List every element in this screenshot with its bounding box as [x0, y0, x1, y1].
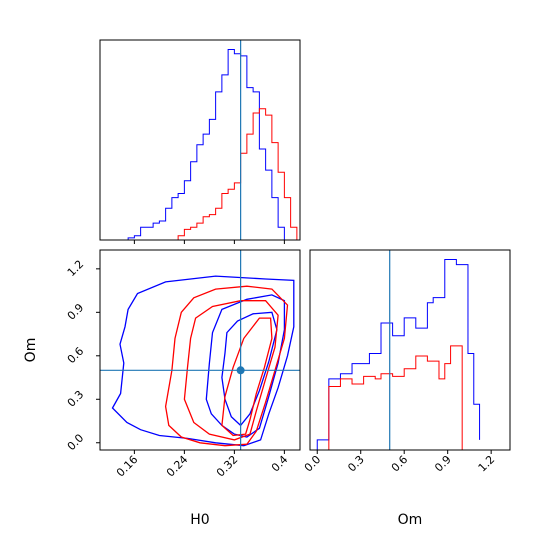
joint-y-tick-label: 1.2: [65, 258, 87, 280]
y-axis-label-om: Om: [23, 338, 39, 363]
om-x-tick-label: 0.3: [345, 453, 367, 475]
h0-hist-series-0: [115, 49, 297, 241]
joint-x-tick-label: 0.32: [214, 453, 241, 480]
joint-x-tick-label: 0.4: [269, 453, 291, 475]
om-x-tick-label: 0.9: [432, 453, 454, 475]
joint-y-tick-label: 0.3: [65, 388, 87, 410]
joint-x-tick-label: 0.16: [114, 453, 141, 480]
om-marginal-frame: [309, 249, 511, 451]
om-x-tick-label: 0.6: [389, 453, 411, 475]
joint-x-ticks: 0.16 0.24 0.32 0.4: [114, 450, 291, 480]
contour-series-0-level-0: [111, 275, 295, 447]
contour-series-0-level-2: [221, 311, 278, 427]
contour-series-1-level-1: [183, 300, 279, 441]
x-axis-label-h0: H0: [190, 512, 209, 528]
om-hist-series-0: [316, 259, 481, 450]
h0-marginal-ticks: [133, 240, 285, 244]
joint-truth-point: [236, 366, 245, 375]
om-x-tick-label: 1.2: [476, 453, 498, 475]
h0-hist-series-1: [115, 108, 298, 241]
h0-marginal-frame: [99, 39, 301, 241]
om-marginal-panel: 0.0 0.3 0.6 0.9 1.2 Om: [302, 249, 511, 528]
contour-series-1-level-0: [164, 285, 289, 447]
om-hist-series-1: [317, 345, 480, 451]
om-x-ticks: 0.0 0.3 0.6 0.9 1.2: [302, 450, 497, 474]
contour-series-0-level-1: [205, 294, 286, 438]
joint-y-ticks: 0.0 0.3 0.6 0.9 1.2: [65, 258, 100, 453]
joint-y-tick-label: 0.9: [65, 301, 87, 323]
contour-series-1-level-2: [221, 317, 273, 437]
joint-y-tick-label: 0.0: [65, 431, 87, 453]
joint-x-tick-label: 0.24: [164, 453, 191, 480]
joint-contour-panel: 0.16 0.24 0.32 0.4 0.0 0.3 0.6 0.9 1.2 H0 Om: [23, 249, 301, 528]
h0-marginal-panel: [99, 39, 301, 244]
joint-frame: [99, 249, 301, 451]
joint-y-tick-label: 0.6: [65, 345, 87, 367]
om-x-tick-label: 0.0: [302, 453, 324, 475]
x-axis-label-om: Om: [398, 512, 423, 528]
